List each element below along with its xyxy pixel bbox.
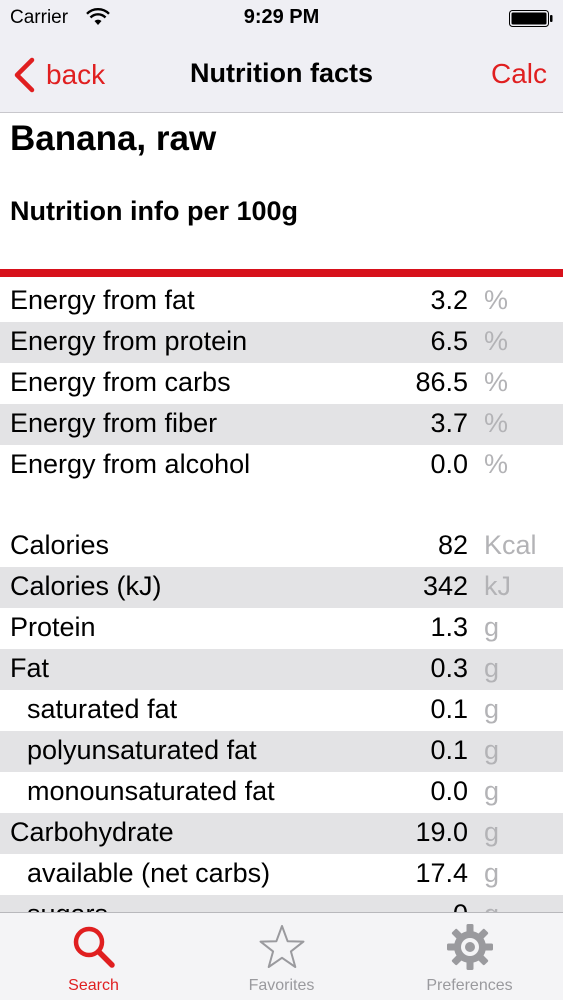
row-unit: g xyxy=(484,899,499,913)
row-value: 1.3 xyxy=(430,612,468,642)
row-label: Fat xyxy=(10,653,50,683)
table-row: saturated fat 0.1 g xyxy=(0,690,563,731)
row-label: Energy from carbs xyxy=(10,367,231,397)
row-label: available (net carbs) xyxy=(27,858,271,888)
tab-label: Search xyxy=(68,977,119,994)
table-row: Energy from fat 3.2 % xyxy=(0,281,563,322)
row-label: Protein xyxy=(10,612,96,642)
row-label: Carbohydrate xyxy=(10,817,174,847)
tab-label: Favorites xyxy=(248,977,315,994)
section-spacer xyxy=(0,486,563,526)
row-value: 0.1 xyxy=(430,694,468,724)
row-unit: % xyxy=(484,449,509,479)
nutrition-content[interactable]: Banana, raw Nutrition info per 100g Ener… xyxy=(0,113,563,913)
row-unit: % xyxy=(484,285,509,315)
table-row: Fat 0.3 g xyxy=(0,649,563,690)
gear-icon xyxy=(446,924,493,970)
red-divider xyxy=(0,269,563,277)
row-label: Energy from alcohol xyxy=(10,449,251,479)
table-row: Energy from carbs 86.5 % xyxy=(0,363,563,404)
table-row: polyunsaturated fat 0.1 g xyxy=(0,731,563,772)
row-value: 0.3 xyxy=(430,653,468,683)
row-unit: g xyxy=(484,735,500,765)
star-icon xyxy=(259,925,304,968)
status-time: 9:29 PM xyxy=(243,6,320,28)
row-value: 6.5 xyxy=(430,326,468,356)
row-value: 0 xyxy=(453,899,468,913)
tab-preferences[interactable]: Preferences xyxy=(376,913,563,1000)
row-label: Energy from fat xyxy=(10,285,195,315)
tab-favorites[interactable]: Favorites xyxy=(188,913,375,1000)
row-label: Calories xyxy=(10,530,110,560)
table-row: Calories (kJ) 342 kJ xyxy=(0,567,563,608)
table-row: Carbohydrate 19.0 g xyxy=(0,813,563,854)
row-value: 3.2 xyxy=(430,285,468,315)
table-row: available (net carbs) 17.4 g xyxy=(0,854,563,895)
row-unit: g xyxy=(484,694,500,724)
row-value: 342 xyxy=(422,571,468,601)
row-value: 86.5 xyxy=(415,367,468,397)
table-row: Calories 82 Kcal xyxy=(0,526,563,567)
row-unit: g xyxy=(484,653,500,683)
row-value: 0.0 xyxy=(430,776,468,806)
back-button[interactable]: back xyxy=(12,56,105,94)
row-unit: % xyxy=(484,326,509,356)
row-unit: g xyxy=(484,776,500,806)
battery-icon xyxy=(509,10,553,27)
calc-button[interactable]: Calc xyxy=(490,58,547,89)
chevron-left-icon xyxy=(14,57,35,93)
wifi-icon xyxy=(86,8,110,25)
table-row: Protein 1.3 g xyxy=(0,608,563,649)
row-value: 0.1 xyxy=(430,735,468,765)
row-unit: % xyxy=(484,367,509,397)
row-unit: g xyxy=(484,612,500,642)
tab-label: Preferences xyxy=(426,977,513,994)
row-label: saturated fat xyxy=(27,694,178,724)
status-bar: Carrier 9:29 PM xyxy=(0,0,563,38)
table-row: monounsaturated fat 0.0 g xyxy=(0,772,563,813)
row-value: 19.0 xyxy=(415,817,468,847)
page-title: Nutrition facts xyxy=(189,58,373,88)
tab-bar: Search Favorites xyxy=(0,912,563,1000)
row-label: Energy from protein xyxy=(10,326,248,356)
table-row: Energy from fiber 3.7 % xyxy=(0,404,563,445)
row-value: 0.0 xyxy=(430,449,468,479)
row-value: 82 xyxy=(437,530,468,560)
nutrition-table: Energy from fat 3.2 % Energy from protei… xyxy=(0,281,563,913)
food-name: Banana, raw xyxy=(10,119,217,158)
row-unit: % xyxy=(484,408,509,438)
table-row: sugars 0 g xyxy=(0,895,563,913)
row-unit: g xyxy=(484,858,500,888)
search-icon xyxy=(73,926,115,968)
row-unit: g xyxy=(484,817,500,847)
nutrition-info-heading: Nutrition info per 100g xyxy=(10,196,299,226)
row-label: Calories (kJ) xyxy=(10,571,162,601)
row-unit: kJ xyxy=(484,571,511,601)
carrier-label: Carrier xyxy=(10,7,69,28)
back-label: back xyxy=(46,59,106,90)
row-unit: Kcal xyxy=(484,530,537,560)
table-row: Energy from protein 6.5 % xyxy=(0,322,563,363)
row-label: polyunsaturated fat xyxy=(27,735,257,765)
row-label: sugars xyxy=(27,899,108,913)
nav-bar: back Nutrition facts Calc xyxy=(0,38,563,113)
row-value: 3.7 xyxy=(430,408,468,438)
tab-search[interactable]: Search xyxy=(0,913,187,1000)
row-value: 17.4 xyxy=(415,858,468,888)
row-label: monounsaturated fat xyxy=(27,776,275,806)
table-row: Energy from alcohol 0.0 % xyxy=(0,445,563,486)
row-label: Energy from fiber xyxy=(10,408,218,438)
